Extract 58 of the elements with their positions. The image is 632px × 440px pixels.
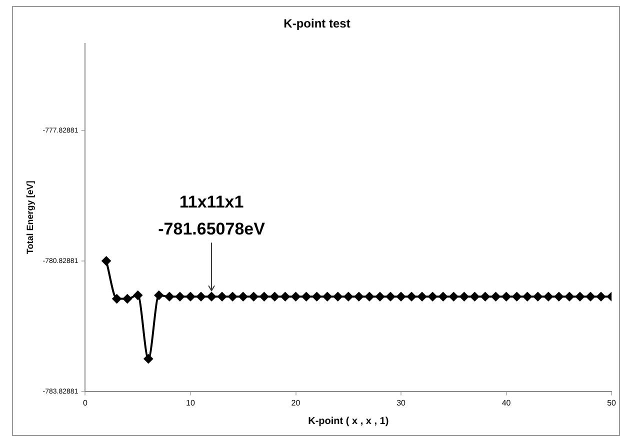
point (133, 290, 142, 300)
x-tick-label: 30 (396, 398, 406, 408)
point (386, 292, 395, 302)
point (186, 292, 195, 302)
point (596, 292, 606, 302)
point (102, 256, 111, 266)
point (396, 292, 406, 302)
point (112, 294, 122, 304)
point (554, 292, 564, 302)
point (260, 292, 269, 302)
point (375, 292, 384, 302)
point (586, 292, 595, 302)
point (144, 354, 153, 364)
point (533, 292, 542, 302)
point (449, 292, 458, 302)
point (196, 292, 206, 302)
point (575, 292, 584, 302)
point (207, 292, 216, 302)
point (238, 292, 248, 302)
y-axis-title: Total Energy [eV] (24, 180, 35, 254)
x-tick-label: 10 (186, 398, 196, 408)
point (428, 292, 438, 302)
point (249, 292, 258, 302)
point (491, 292, 500, 302)
x-tick-label: 40 (502, 398, 512, 408)
x-tick-label: 20 (291, 398, 301, 408)
point (270, 292, 280, 302)
annotation: 11x11x1 -781.65078eV (158, 192, 266, 239)
point (460, 292, 469, 302)
point (312, 292, 322, 302)
point (122, 294, 132, 304)
point (438, 292, 448, 302)
point (502, 292, 511, 302)
x-tick-label: 50 (607, 398, 617, 408)
point (218, 292, 227, 302)
point (480, 292, 490, 302)
point (154, 290, 164, 300)
point (175, 292, 184, 302)
x-axis-title: K-point ( x , x , 1) (308, 416, 389, 427)
point (512, 292, 522, 302)
point (164, 292, 174, 302)
point (344, 292, 353, 302)
point (564, 292, 574, 302)
point (407, 292, 416, 302)
point (322, 292, 332, 302)
x-tick-label: 0 (82, 398, 88, 408)
point (228, 292, 238, 302)
point (418, 292, 427, 302)
point (354, 292, 364, 302)
point (280, 292, 290, 302)
point (470, 292, 480, 302)
point (291, 292, 300, 302)
point (333, 292, 342, 302)
point (364, 292, 374, 302)
chart-title: K-point test (284, 16, 350, 31)
point (522, 292, 532, 302)
point (544, 292, 553, 302)
point (302, 292, 311, 302)
